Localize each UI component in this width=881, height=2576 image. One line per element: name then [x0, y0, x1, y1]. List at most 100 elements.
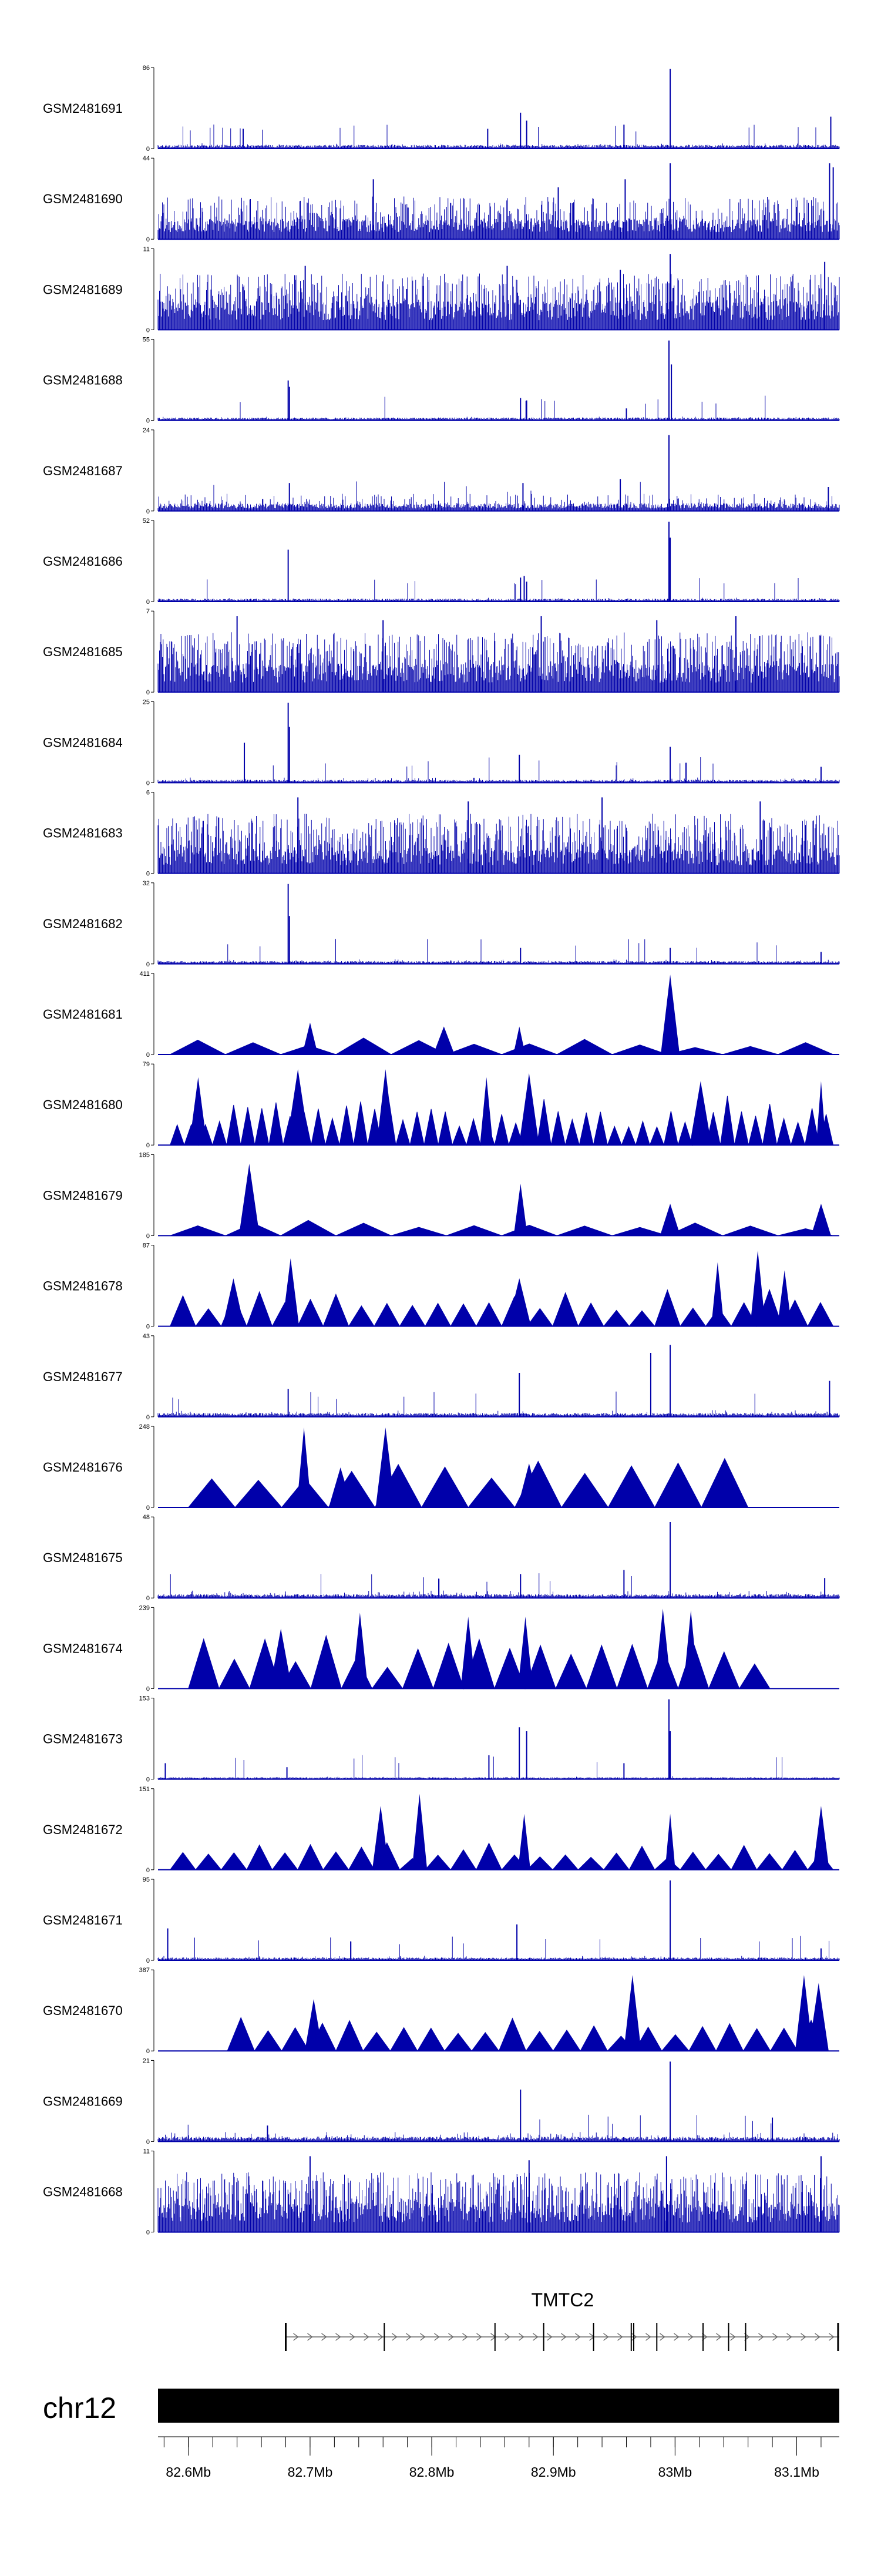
track-GSM2481675: GSM2481675 48 0 — [43, 1514, 840, 1602]
coverage-signal — [157, 124, 840, 149]
peak-0 — [305, 1999, 323, 2051]
track-label: GSM2481683 — [43, 826, 123, 841]
strand-arrow — [801, 2333, 806, 2341]
peak-1 — [375, 1428, 396, 1507]
strand-arrow — [645, 2333, 651, 2341]
peak-5 — [690, 1081, 712, 1146]
peak-0 — [238, 1164, 260, 1236]
chromosome-label: chr12 — [43, 2392, 116, 2424]
peak-0 — [297, 1428, 312, 1507]
y-max-label: 11 — [143, 246, 150, 253]
axis-tick-label: 82.7Mb — [288, 2464, 333, 2480]
exon-9 — [728, 2323, 729, 2351]
strand-arrow — [575, 2333, 581, 2341]
axis-tick-label: 82.9Mb — [531, 2464, 576, 2480]
strand-arrow — [815, 2333, 821, 2341]
y-min-label: 0 — [146, 1957, 150, 1964]
coverage-area — [170, 1037, 833, 1055]
coverage-area — [169, 1096, 834, 1147]
y-max-label: 21 — [143, 2057, 150, 2064]
track-label: GSM2481687 — [43, 464, 123, 478]
y-max-label: 11 — [143, 2148, 150, 2155]
strand-arrow — [462, 2333, 468, 2341]
y-max-label: 25 — [143, 698, 150, 706]
strand-arrow — [505, 2333, 510, 2341]
exon-1 — [384, 2323, 385, 2351]
peak-4 — [750, 1250, 766, 1326]
peak-3 — [811, 1204, 831, 1236]
track-label: GSM2481684 — [43, 735, 123, 750]
exon-11 — [837, 2323, 839, 2351]
peak-4 — [519, 1073, 539, 1146]
strand-arrow — [772, 2333, 778, 2341]
peak-4 — [654, 1608, 671, 1689]
y-max-label: 411 — [139, 970, 150, 978]
track-GSM2481688: GSM2481688 55 0 — [43, 337, 840, 425]
track-label: GSM2481678 — [43, 1279, 123, 1294]
peak-3 — [660, 975, 680, 1054]
exon-3 — [543, 2323, 544, 2351]
track-GSM2481669: GSM2481669 21 0 — [43, 2057, 840, 2145]
track-GSM2481683: GSM2481683 6 0 — [43, 790, 840, 878]
track-label: GSM2481677 — [43, 1369, 123, 1384]
y-max-label: 86 — [143, 65, 150, 72]
track-label: GSM2481691 — [43, 101, 123, 116]
track-label: GSM2481668 — [43, 2185, 123, 2199]
y-min-label: 0 — [146, 780, 150, 787]
peak-1 — [286, 1069, 310, 1146]
axis-tick-label: 82.6Mb — [166, 2464, 211, 2480]
track-label: GSM2481673 — [43, 1732, 123, 1747]
track-label: GSM2481680 — [43, 1097, 123, 1112]
y-min-label: 0 — [146, 1414, 150, 1421]
track-GSM2481678: GSM2481678 87 0 — [43, 1242, 839, 1331]
peak-1 — [352, 1613, 368, 1689]
exon-7 — [656, 2323, 658, 2351]
coverage-signal — [157, 577, 840, 602]
track-GSM2481681: GSM2481681 411 0 — [43, 970, 839, 1059]
peak-1 — [623, 1975, 641, 2051]
peak-3 — [480, 1077, 493, 1146]
peak-4 — [813, 1995, 825, 2051]
y-min-label: 0 — [146, 1595, 150, 1602]
peak-3 — [665, 1813, 675, 1870]
coverage-signal — [157, 2172, 840, 2232]
y-max-label: 32 — [143, 880, 150, 887]
coverage-signal — [157, 814, 840, 874]
exon-2 — [494, 2323, 496, 2351]
axis-tick-label: 82.8Mb — [409, 2464, 455, 2480]
strand-arrow — [660, 2333, 665, 2341]
strand-arrow — [561, 2333, 567, 2341]
strand-arrow — [392, 2333, 398, 2341]
peak-2 — [517, 1813, 531, 1870]
strand-arrow — [378, 2333, 384, 2341]
axis-tick-label: 83Mb — [658, 2464, 692, 2480]
peak-4 — [813, 1806, 829, 1870]
strand-arrow — [674, 2333, 680, 2341]
coverage-signal — [157, 1391, 840, 1417]
exon-6 — [633, 2323, 634, 2351]
coverage-signal — [157, 1573, 840, 1598]
peak-2 — [328, 1467, 352, 1507]
y-max-label: 52 — [143, 518, 150, 525]
track-GSM2481684: GSM2481684 25 0 — [43, 698, 840, 787]
coverage-signal — [157, 196, 840, 240]
y-min-label: 0 — [146, 689, 150, 696]
track-label: GSM2481676 — [43, 1460, 123, 1475]
coverage-area — [187, 1457, 749, 1509]
peak-2 — [376, 1069, 395, 1146]
coverage-signal — [157, 757, 840, 783]
y-max-label: 79 — [143, 1061, 150, 1068]
y-min-label: 0 — [146, 508, 150, 515]
coverage-signal — [157, 2114, 840, 2142]
peak-2 — [460, 1617, 476, 1689]
chromosome-bar — [158, 2389, 839, 2423]
tracks-layer: GSM2481691860GSM2481690440GSM2481689110G… — [43, 65, 840, 2236]
coverage-area — [169, 1288, 834, 1327]
coverage-signal — [157, 481, 840, 511]
y-max-label: 7 — [146, 608, 150, 615]
y-min-label: 0 — [146, 599, 150, 606]
strand-arrow — [293, 2333, 299, 2341]
track-GSM2481686: GSM2481686 52 0 — [43, 518, 840, 606]
